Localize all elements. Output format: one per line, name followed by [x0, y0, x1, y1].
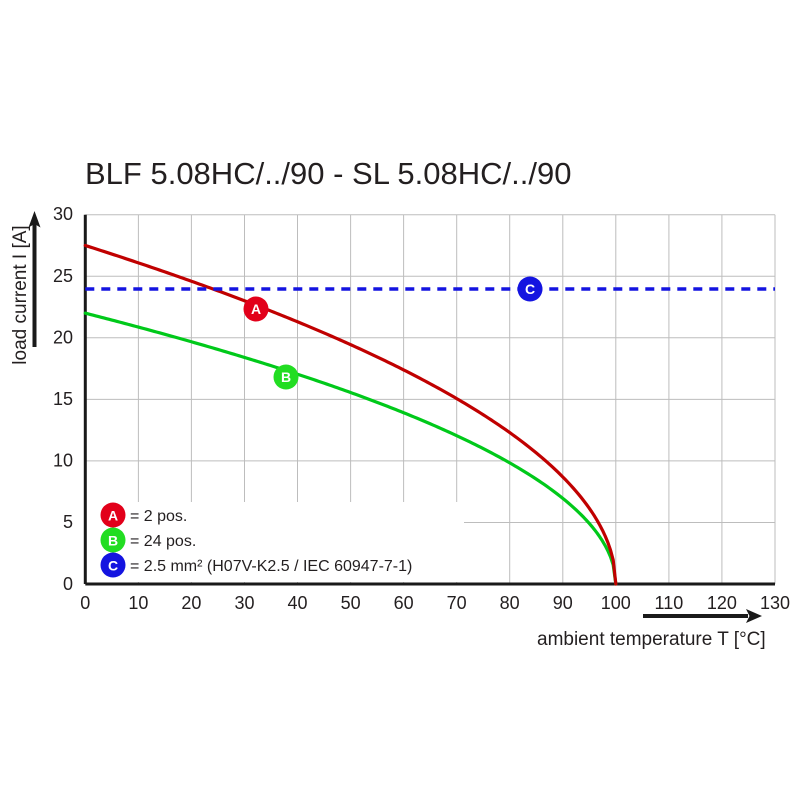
svg-text:90: 90	[553, 593, 573, 613]
svg-text:20: 20	[53, 328, 73, 348]
svg-text:B: B	[281, 369, 291, 385]
svg-text:30: 30	[234, 593, 254, 613]
svg-text:80: 80	[500, 593, 520, 613]
svg-text:A: A	[108, 508, 118, 524]
svg-text:130: 130	[760, 593, 790, 613]
svg-text:30: 30	[53, 204, 73, 224]
svg-text:B: B	[108, 533, 118, 549]
svg-text:10: 10	[53, 451, 73, 471]
svg-text:A: A	[251, 301, 261, 317]
svg-text:10: 10	[128, 593, 148, 613]
svg-text:C: C	[108, 558, 118, 574]
svg-text:C: C	[525, 281, 535, 297]
svg-text:20: 20	[181, 593, 201, 613]
svg-text:40: 40	[287, 593, 307, 613]
svg-text:100: 100	[601, 593, 631, 613]
svg-text:70: 70	[447, 593, 467, 613]
svg-text:120: 120	[707, 593, 737, 613]
svg-text:15: 15	[53, 389, 73, 409]
svg-text:0: 0	[63, 574, 73, 594]
svg-text:5: 5	[63, 512, 73, 532]
svg-text:25: 25	[53, 266, 73, 286]
svg-text:= 2 pos.: = 2 pos.	[130, 508, 187, 525]
svg-text:= 2.5 mm² (H07V-K2.5 / IEC 609: = 2.5 mm² (H07V-K2.5 / IEC 60947-7-1)	[130, 558, 412, 575]
svg-text:60: 60	[394, 593, 414, 613]
svg-text:110: 110	[655, 593, 684, 613]
svg-text:0: 0	[80, 593, 90, 613]
svg-text:= 24 pos.: = 24 pos.	[130, 533, 196, 550]
svg-text:50: 50	[341, 593, 361, 613]
